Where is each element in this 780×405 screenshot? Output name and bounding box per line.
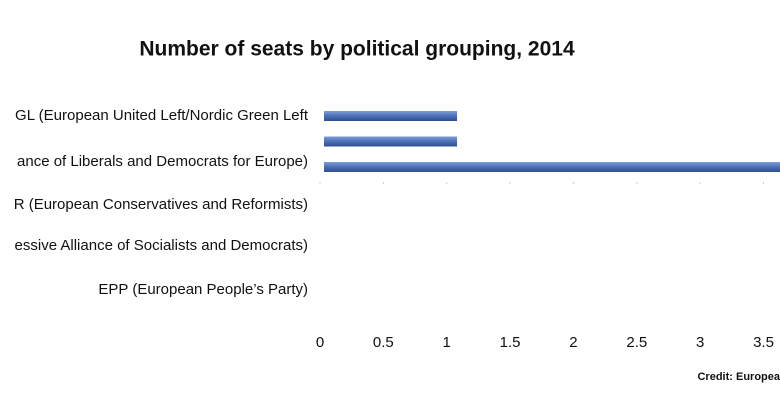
x-tick-label: 3 <box>696 334 704 351</box>
x-tick-label: 2.5 <box>626 334 647 351</box>
y-tick-label: GL (European United Left/Nordic Green Le… <box>15 107 309 124</box>
x-tick-label: 1 <box>443 334 451 351</box>
y-tick-label: EPP (European People’s Party) <box>98 281 308 298</box>
bar <box>324 111 458 121</box>
bar <box>324 162 780 172</box>
chart-title: Number of seats by political grouping, 2… <box>139 38 575 61</box>
bar <box>324 136 458 147</box>
credit: Credit: Europea <box>697 371 780 383</box>
x-tick-label: 1.5 <box>500 334 521 351</box>
y-tick-label: ance of Liberals and Democrats for Europ… <box>17 153 308 170</box>
y-tick-label: R (European Conservatives and Reformists… <box>14 196 308 213</box>
x-tick-label: 3.5 <box>753 334 774 351</box>
x-tick-label: 2 <box>569 334 577 351</box>
y-tick-label: essive Alliance of Socialists and Democr… <box>15 237 308 254</box>
x-tick-label: 0 <box>316 334 324 351</box>
x-tick-label: 0.5 <box>373 334 394 351</box>
